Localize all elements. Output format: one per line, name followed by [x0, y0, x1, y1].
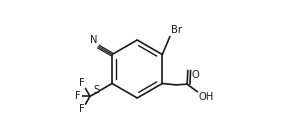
- Text: N: N: [90, 35, 98, 46]
- Text: S: S: [93, 85, 100, 95]
- Text: O: O: [191, 70, 199, 80]
- Text: F: F: [79, 79, 85, 88]
- Text: F: F: [75, 91, 81, 101]
- Text: Br: Br: [171, 26, 182, 35]
- Text: F: F: [79, 104, 85, 114]
- Text: OH: OH: [198, 92, 213, 102]
